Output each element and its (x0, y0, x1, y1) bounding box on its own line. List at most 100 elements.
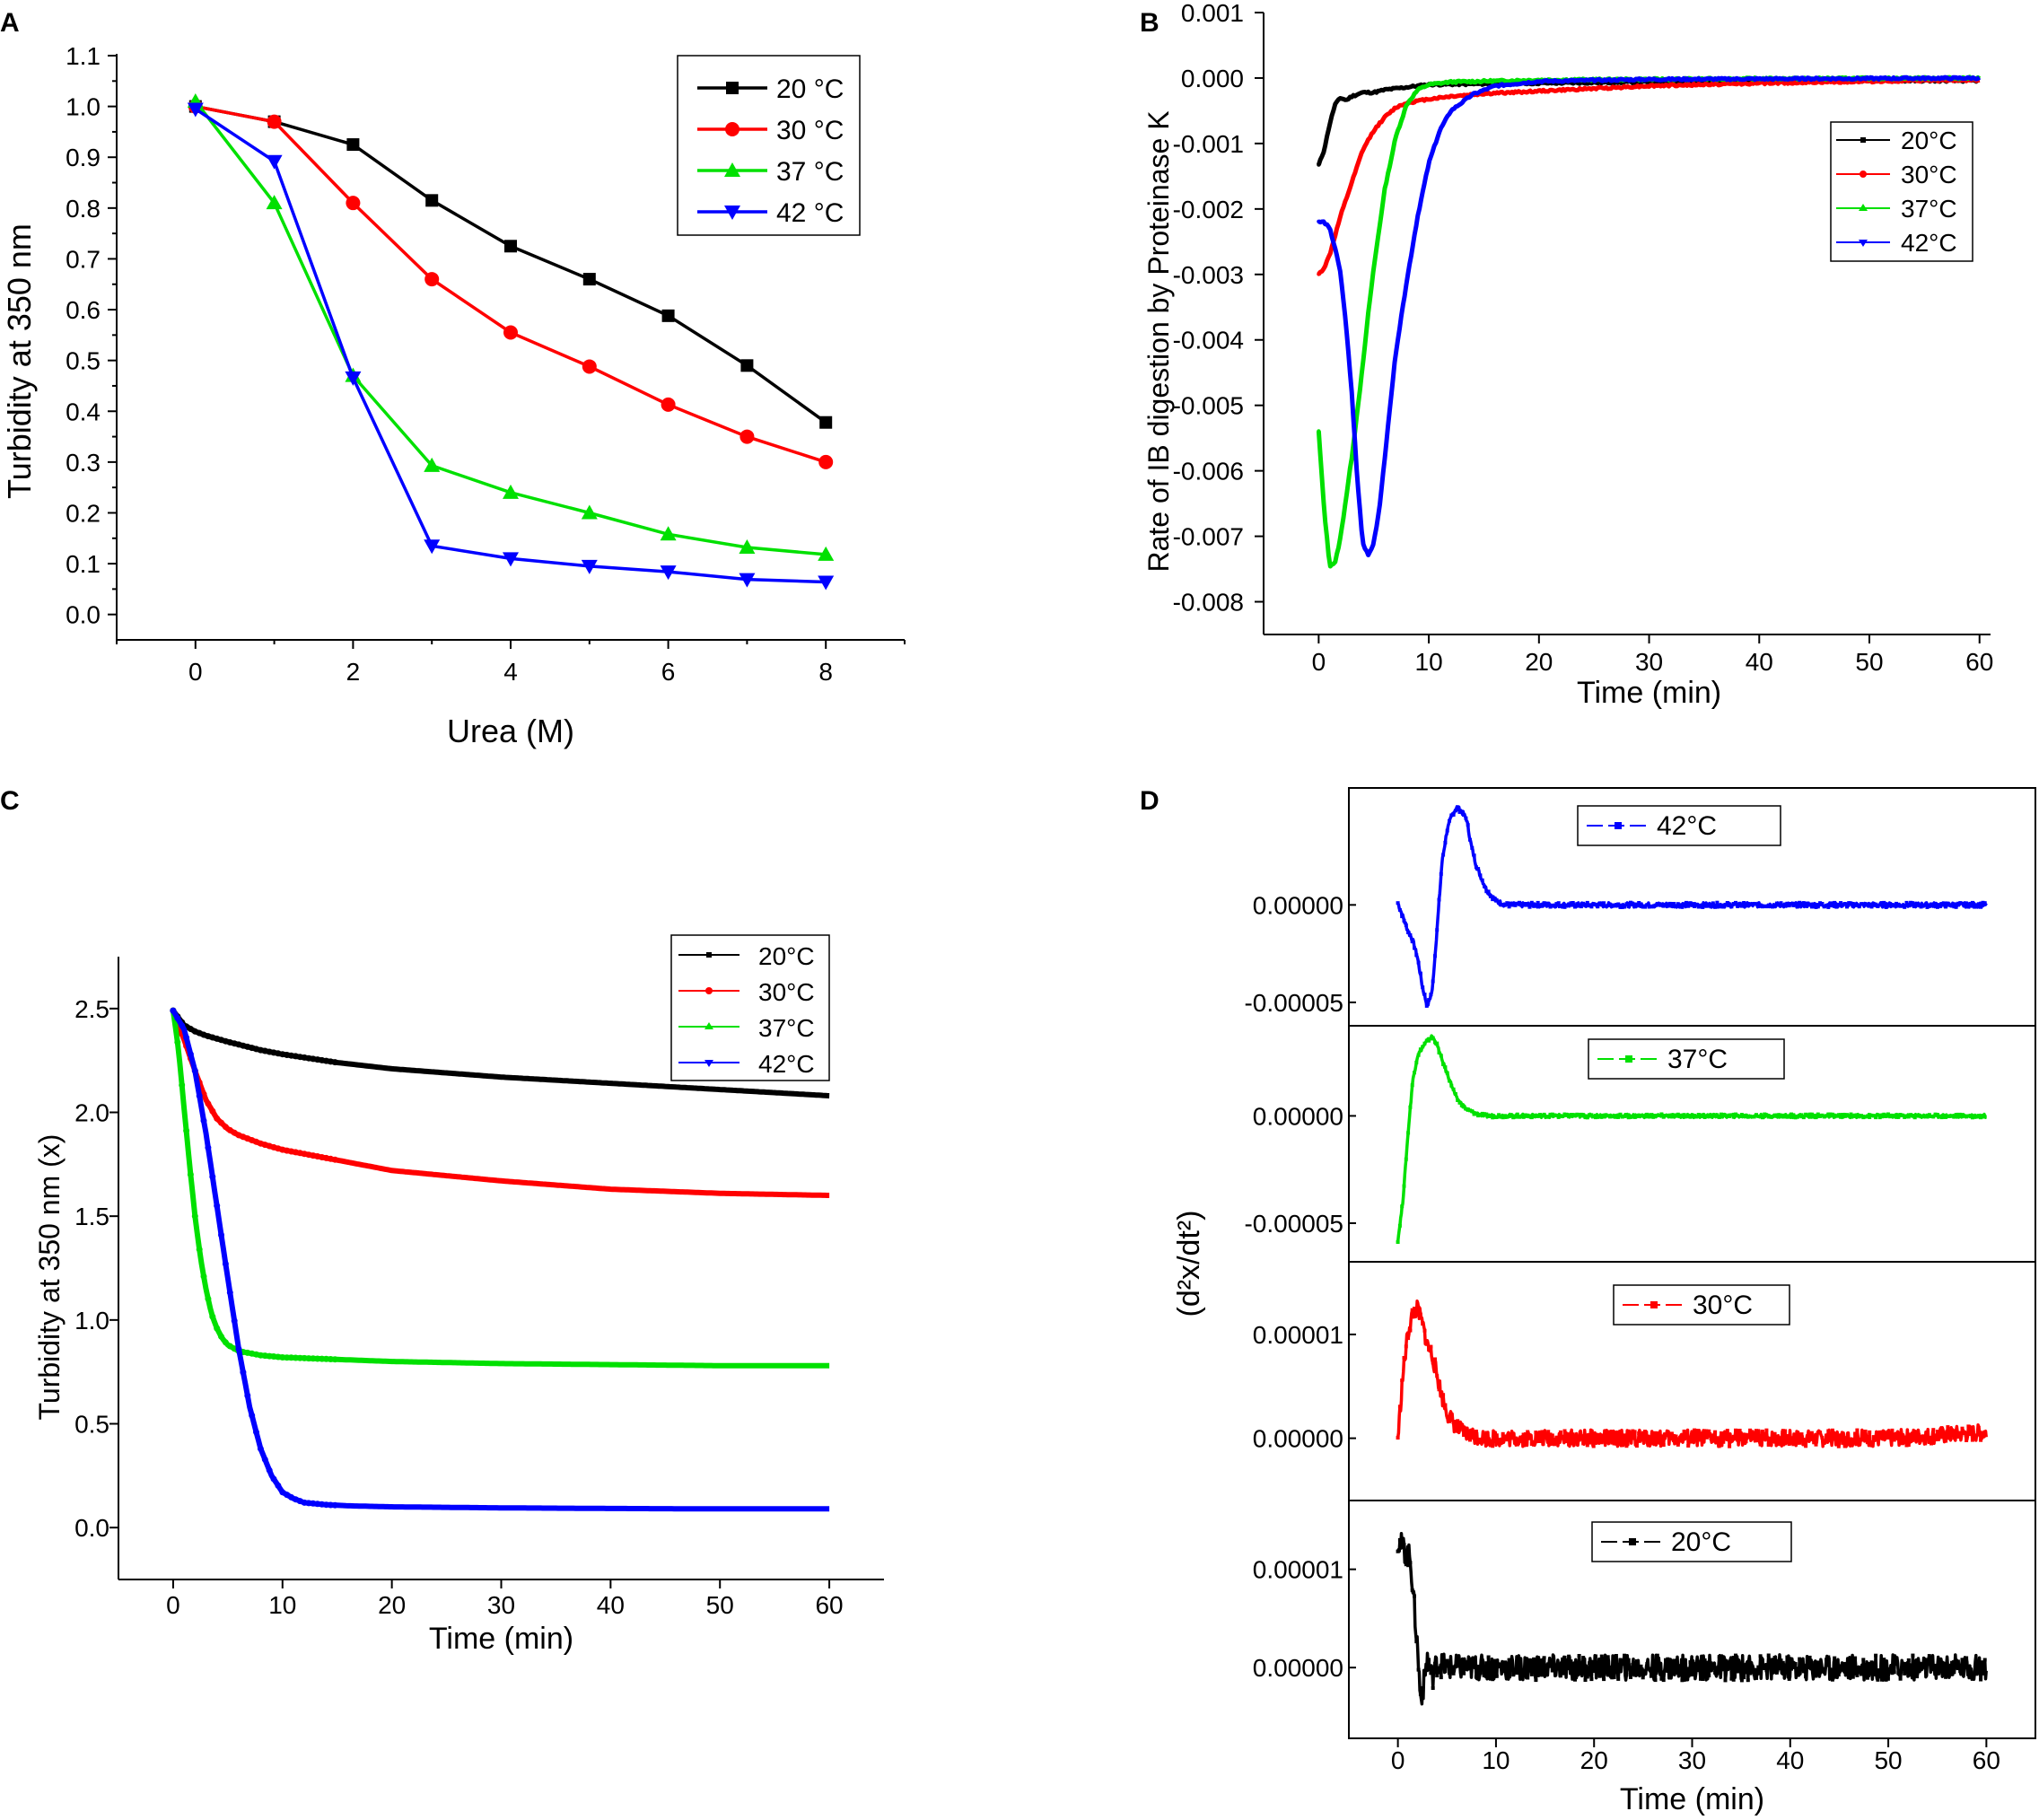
data-point (1558, 1430, 1562, 1434)
data-point (279, 1354, 286, 1361)
data-point (1507, 1115, 1511, 1118)
data-point (1947, 903, 1952, 907)
data-point (1769, 1436, 1772, 1440)
series-line (171, 1009, 830, 1512)
data-point (1462, 1105, 1466, 1109)
panel-a: A0.00.10.20.30.40.50.60.70.80.91.01.10 2 4… (0, 8, 906, 749)
y-tick-label: 2.5 (74, 995, 109, 1023)
data-point (1427, 1347, 1431, 1352)
data-point (1492, 1116, 1497, 1119)
data-point (1437, 1387, 1441, 1392)
data-point (1688, 1115, 1693, 1119)
legend: 20 °C30 °C37 °C42 °C (677, 55, 861, 236)
data-point (1526, 1113, 1530, 1117)
data-point (1968, 1114, 1973, 1117)
data-point (1596, 1115, 1600, 1119)
data-point (1871, 903, 1876, 907)
data-point (1429, 81, 1433, 86)
data-point (205, 1100, 212, 1107)
data-point (1419, 85, 1423, 91)
data-point (1845, 1672, 1849, 1676)
data-point (1711, 1433, 1715, 1438)
data-point (1499, 1437, 1503, 1441)
data-point (1408, 932, 1413, 937)
data-point (1453, 1092, 1457, 1096)
data-point (1544, 901, 1548, 906)
data-point (1591, 1444, 1596, 1448)
data-point (266, 154, 283, 170)
data-point (1860, 1114, 1863, 1118)
y-tick-label: 0.001 (1181, 0, 1244, 27)
data-point (1581, 1441, 1586, 1446)
data-point (1981, 1115, 1985, 1119)
data-point (1812, 1440, 1816, 1445)
data-point (1421, 1322, 1425, 1326)
data-point (1319, 476, 1325, 480)
legend-marker (1859, 240, 1868, 247)
data-point (1715, 1113, 1720, 1117)
data-point (1748, 902, 1753, 906)
data-point (1453, 809, 1457, 813)
data-point (310, 1355, 317, 1362)
data-point (1653, 1114, 1658, 1117)
data-point (1405, 85, 1411, 90)
y-axis-label: (d²x/dt²) (1172, 1211, 1206, 1317)
data-point (1462, 813, 1466, 818)
data-point (1343, 313, 1348, 319)
data-point (1921, 904, 1925, 908)
data-point (1737, 1114, 1742, 1118)
data-point (1616, 1115, 1621, 1119)
data-point (1816, 905, 1820, 909)
data-point (1422, 84, 1427, 90)
data-point (1729, 1676, 1734, 1681)
data-point (1540, 904, 1545, 908)
data-point (1389, 156, 1394, 161)
data-point (1507, 1658, 1511, 1662)
data-point (1851, 1675, 1855, 1679)
data-point (1608, 902, 1612, 906)
data-point (1329, 234, 1335, 240)
data-point (1626, 1658, 1631, 1662)
data-point (1736, 1669, 1740, 1674)
y-tick-label: -0.002 (1173, 196, 1244, 223)
data-point (1729, 1438, 1734, 1442)
data-point (1396, 105, 1400, 109)
data-point (1892, 1114, 1896, 1118)
data-point (1585, 900, 1589, 905)
data-point (1594, 902, 1597, 906)
data-point (1725, 1667, 1729, 1671)
legend-label: 20°C (758, 942, 815, 970)
data-point (503, 325, 518, 340)
data-point (1571, 1113, 1575, 1117)
data-point (1616, 1435, 1621, 1439)
data-point (1950, 1114, 1954, 1118)
data-point (1501, 903, 1505, 907)
data-point (1912, 902, 1917, 906)
legend: 37°C (1588, 1038, 1785, 1080)
data-point (1876, 905, 1880, 908)
data-point (1577, 904, 1581, 908)
data-point (1826, 905, 1831, 909)
data-point (1620, 1437, 1624, 1441)
data-point (1693, 905, 1697, 908)
data-point (1774, 1670, 1779, 1675)
data-point (1709, 905, 1713, 909)
data-point (1728, 1661, 1732, 1665)
data-point (1639, 1664, 1643, 1668)
data-point (1534, 1431, 1538, 1435)
data-point (1974, 1114, 1979, 1118)
data-point (1412, 232, 1417, 238)
data-point (1326, 224, 1331, 229)
data-point (1352, 441, 1358, 445)
data-point (1952, 1115, 1956, 1119)
data-point (818, 575, 835, 591)
data-point (503, 484, 519, 499)
data-point (1634, 1115, 1639, 1118)
y-tick-label: 0.0 (66, 601, 101, 629)
data-point (1392, 360, 1397, 365)
data-point (1962, 1665, 1966, 1669)
data-point (1427, 998, 1431, 1002)
data-point (1573, 1677, 1577, 1682)
data-point (1323, 520, 1327, 524)
data-point (1456, 1419, 1460, 1423)
